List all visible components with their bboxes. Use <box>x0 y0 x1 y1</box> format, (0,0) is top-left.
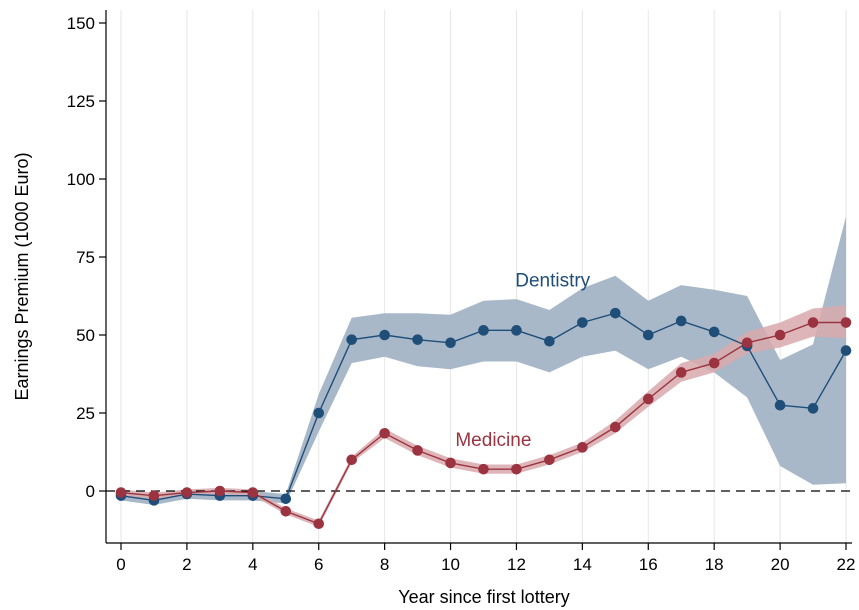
data-point-medicine-8 <box>379 427 390 439</box>
series-label-dentistry: Dentistry <box>515 271 590 292</box>
data-point-dentistry-18 <box>708 326 720 338</box>
data-point-dentistry-11 <box>478 325 489 336</box>
x-tick-label-0: 0 <box>116 555 125 574</box>
series-points <box>115 307 852 530</box>
data-point-medicine-7 <box>346 454 357 466</box>
data-point-dentistry-12 <box>511 325 522 336</box>
x-tick-label-18: 18 <box>705 555 724 574</box>
data-point-medicine-10 <box>445 457 456 469</box>
data-point-medicine-15 <box>610 421 621 433</box>
tick-labels: 0 2 4 6 8 10 12 14 16 18 20 22 0 25 50 75 100 125 150 <box>67 14 856 574</box>
x-tick-label-20: 20 <box>771 555 790 574</box>
data-point-dentistry-21 <box>807 403 819 414</box>
data-point-medicine-20 <box>774 329 786 341</box>
data-point-dentistry-7 <box>346 334 357 345</box>
y-tick-label-75: 75 <box>76 248 95 267</box>
x-tick-label-12: 12 <box>507 555 526 574</box>
y-tick-label-0: 0 <box>86 482 95 501</box>
data-point-dentistry-13 <box>544 335 555 347</box>
confidence-bands <box>121 216 846 527</box>
data-point-dentistry-22 <box>840 345 852 356</box>
y-tick-label-100: 100 <box>67 170 95 189</box>
series-labels: Dentistry Medicine <box>455 271 590 451</box>
data-point-medicine-21 <box>807 317 819 328</box>
x-tick-label-16: 16 <box>639 555 658 574</box>
data-point-dentistry-15 <box>610 307 621 319</box>
x-tick-label-8: 8 <box>380 555 389 574</box>
x-tick-label-6: 6 <box>314 555 323 574</box>
data-point-medicine-0 <box>115 487 127 498</box>
data-point-dentistry-17 <box>675 315 687 327</box>
data-point-medicine-12 <box>511 463 522 475</box>
x-tick-label-14: 14 <box>573 555 592 574</box>
data-point-medicine-6 <box>313 518 325 530</box>
data-point-dentistry-14 <box>577 317 588 328</box>
data-point-dentistry-5 <box>280 493 292 505</box>
ci-band-dentistry <box>121 216 846 505</box>
data-point-medicine-17 <box>675 367 687 378</box>
x-tick-label-4: 4 <box>248 555 257 574</box>
y-tick-label-25: 25 <box>76 404 95 423</box>
x-axis-title: Year since first lottery <box>398 587 569 607</box>
data-point-medicine-11 <box>478 463 489 475</box>
x-tick-label-22: 22 <box>837 555 856 574</box>
data-point-medicine-5 <box>280 505 292 517</box>
y-tick-label-125: 125 <box>67 92 95 111</box>
data-point-dentistry-9 <box>412 334 423 345</box>
data-point-dentistry-6 <box>313 407 325 419</box>
data-point-medicine-19 <box>741 337 753 349</box>
data-point-dentistry-8 <box>379 329 390 341</box>
y-tick-label-50: 50 <box>76 326 95 345</box>
x-tick-label-2: 2 <box>182 555 191 574</box>
series-label-medicine: Medicine <box>455 430 531 451</box>
data-point-medicine-3 <box>214 485 226 497</box>
axes <box>99 10 852 550</box>
data-point-dentistry-20 <box>774 399 786 411</box>
data-point-dentistry-10 <box>445 337 456 349</box>
data-point-medicine-9 <box>412 445 423 456</box>
data-point-medicine-14 <box>577 442 588 453</box>
x-tick-label-10: 10 <box>441 555 460 574</box>
data-point-medicine-2 <box>181 487 193 498</box>
data-point-medicine-16 <box>642 393 654 405</box>
data-point-medicine-18 <box>708 357 720 369</box>
y-axis-title: Earnings Premium (1000 Euro) <box>12 152 32 400</box>
data-point-medicine-4 <box>247 487 259 498</box>
y-tick-label-150: 150 <box>67 14 95 33</box>
data-point-medicine-1 <box>148 490 160 501</box>
data-point-medicine-22 <box>840 317 852 328</box>
data-point-dentistry-16 <box>642 329 654 341</box>
ci-band-medicine <box>121 305 846 527</box>
data-point-medicine-13 <box>544 454 555 466</box>
